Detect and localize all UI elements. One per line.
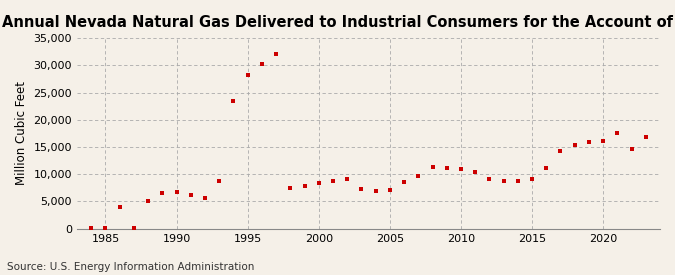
Point (285, 186, 296, 190)
Point (484, 177, 495, 181)
Point (356, 187, 367, 192)
Point (271, 52, 281, 57)
Point (470, 170, 481, 174)
Point (598, 139, 609, 143)
Point (214, 179, 225, 183)
Point (569, 143, 580, 147)
Point (385, 188, 396, 192)
Point (100, 225, 111, 230)
Point (299, 183, 310, 188)
Point (128, 225, 139, 230)
Text: Source: U.S. Energy Information Administration: Source: U.S. Energy Information Administ… (7, 262, 254, 272)
Point (342, 177, 352, 181)
Point (228, 98, 239, 103)
Point (186, 193, 196, 197)
Point (555, 149, 566, 153)
Title: Annual Nevada Natural Gas Delivered to Industrial Consumers for the Account of O: Annual Nevada Natural Gas Delivered to I… (3, 15, 675, 30)
Point (512, 179, 523, 183)
Point (427, 164, 438, 169)
Point (200, 196, 211, 200)
Point (242, 73, 253, 77)
Point (142, 199, 153, 204)
Point (114, 205, 125, 209)
Point (498, 179, 509, 183)
Point (413, 174, 424, 178)
Point (370, 189, 381, 193)
Point (171, 190, 182, 194)
Point (399, 180, 410, 185)
Point (327, 178, 338, 183)
Point (583, 140, 594, 144)
Point (626, 147, 637, 151)
Point (256, 62, 267, 67)
Point (313, 181, 324, 186)
Point (157, 191, 168, 196)
Point (441, 166, 452, 170)
Point (641, 135, 651, 139)
Point (612, 131, 623, 135)
Point (456, 167, 466, 171)
Point (541, 166, 551, 170)
Y-axis label: Million Cubic Feet: Million Cubic Feet (15, 81, 28, 185)
Point (86, 226, 97, 230)
Point (526, 177, 537, 181)
